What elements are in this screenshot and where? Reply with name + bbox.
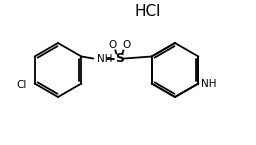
Text: S: S <box>115 52 124 65</box>
Text: O: O <box>122 40 131 50</box>
Text: O: O <box>108 40 116 50</box>
Text: Cl: Cl <box>16 79 27 89</box>
Text: HCl: HCl <box>135 4 161 19</box>
Text: NH: NH <box>97 54 113 64</box>
Text: NH: NH <box>201 78 217 88</box>
